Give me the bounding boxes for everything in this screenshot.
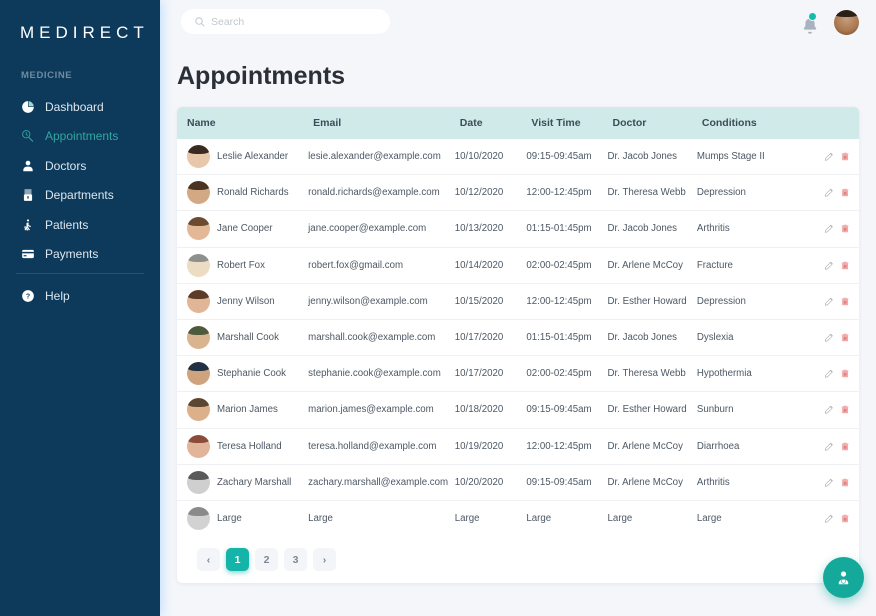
svg-text:?: ? (26, 294, 30, 301)
